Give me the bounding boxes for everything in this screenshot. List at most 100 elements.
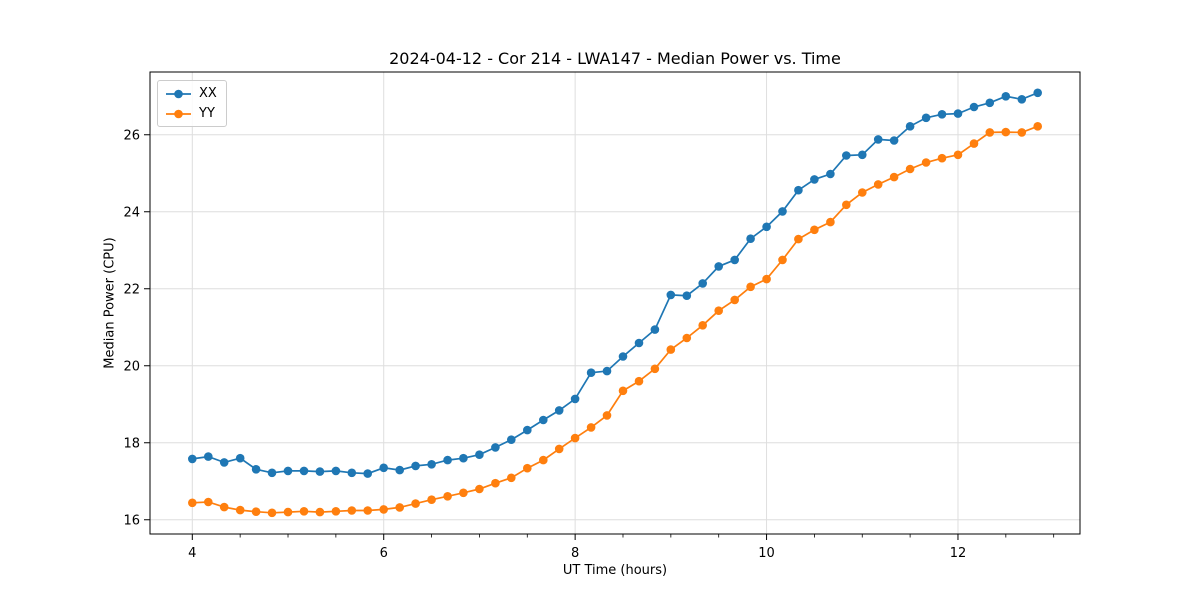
data-point-yy xyxy=(778,255,787,265)
data-point-xx xyxy=(188,454,197,464)
data-point-xx xyxy=(219,458,229,467)
data-point-yy xyxy=(570,433,580,443)
data-point-yy xyxy=(379,505,389,514)
data-point-yy xyxy=(411,499,420,508)
data-point-yy xyxy=(634,376,644,386)
data-point-yy xyxy=(235,505,245,515)
data-point-yy xyxy=(650,364,660,374)
data-point-xx xyxy=(379,463,389,473)
data-point-yy xyxy=(1017,128,1027,137)
data-point-yy xyxy=(921,158,931,167)
data-point-yy xyxy=(283,507,293,517)
data-point-xx xyxy=(810,175,819,184)
legend-entry-xx: XX xyxy=(165,85,217,102)
data-point-yy xyxy=(315,507,325,517)
data-point-xx xyxy=(889,136,899,145)
data-point-yy xyxy=(443,492,452,501)
data-point-xx xyxy=(299,466,309,476)
data-point-yy xyxy=(905,164,915,174)
y-tick-label: 16 xyxy=(123,513,140,528)
axes-spines xyxy=(149,71,1081,535)
data-point-yy xyxy=(714,306,723,316)
legend-label-yy: YY xyxy=(199,106,215,121)
data-point-xx xyxy=(618,352,628,361)
data-point-xx xyxy=(873,135,883,144)
y-tick-label: 18 xyxy=(123,436,140,451)
data-point-yy xyxy=(730,295,739,305)
data-point-yy xyxy=(188,498,197,508)
data-point-xx xyxy=(475,450,484,460)
data-point-xx xyxy=(459,453,468,463)
data-point-xx xyxy=(1017,95,1027,104)
data-point-xx xyxy=(363,469,373,478)
data-point-xx xyxy=(953,109,963,118)
data-point-yy xyxy=(363,506,373,515)
data-point-xx xyxy=(1033,88,1042,98)
data-point-yy xyxy=(347,506,357,515)
data-point-xx xyxy=(586,368,596,378)
data-point-yy xyxy=(267,508,277,518)
data-point-xx xyxy=(411,461,420,471)
data-point-yy xyxy=(523,463,532,473)
data-point-xx xyxy=(969,102,979,112)
data-point-yy xyxy=(858,188,867,197)
data-point-yy xyxy=(204,497,213,507)
legend-line-marker-icon xyxy=(166,89,191,98)
legend: XX YY xyxy=(157,80,227,127)
data-point-xx xyxy=(283,466,293,476)
data-point-xx xyxy=(921,113,931,123)
data-point-xx xyxy=(762,222,771,232)
data-point-yy xyxy=(810,225,819,235)
data-point-xx xyxy=(714,262,723,271)
data-point-yy xyxy=(427,495,436,505)
data-point-yy xyxy=(539,455,548,465)
data-point-xx xyxy=(778,207,787,216)
data-point-xx xyxy=(267,468,277,478)
data-point-xx xyxy=(698,279,707,288)
series-line-xx xyxy=(192,92,1039,475)
data-point-xx xyxy=(570,394,580,404)
data-point-xx xyxy=(794,185,803,195)
data-point-xx xyxy=(507,435,516,445)
x-tick-label: 4 xyxy=(188,546,196,561)
data-point-xx xyxy=(666,290,676,300)
data-point-xx xyxy=(523,425,532,435)
y-axis-label: Median Power (CPU) xyxy=(102,237,118,369)
x-tick-label: 10 xyxy=(758,546,775,561)
data-point-yy xyxy=(842,200,851,210)
data-point-yy xyxy=(507,473,516,483)
data-point-yy xyxy=(666,345,676,354)
data-point-xx xyxy=(554,406,564,415)
data-point-yy xyxy=(602,411,612,420)
data-point-xx xyxy=(539,415,548,425)
data-point-yy xyxy=(762,274,771,284)
data-point-yy xyxy=(682,333,692,343)
y-tick-label: 24 xyxy=(123,205,140,220)
data-point-xx xyxy=(395,465,405,475)
data-point-xx xyxy=(204,452,213,461)
data-point-xx xyxy=(682,291,692,301)
data-point-yy xyxy=(794,234,803,244)
data-point-yy xyxy=(331,507,341,516)
data-point-yy xyxy=(219,502,229,512)
data-point-xx xyxy=(905,122,915,131)
series-line-yy xyxy=(192,125,1039,514)
data-point-xx xyxy=(650,325,660,334)
data-point-yy xyxy=(698,321,707,330)
legend-line-marker-icon xyxy=(166,109,191,118)
data-point-xx xyxy=(730,255,739,265)
y-tick-label: 22 xyxy=(123,282,140,297)
data-point-yy xyxy=(1001,127,1011,137)
y-tick-label: 20 xyxy=(123,359,140,374)
data-point-xx xyxy=(602,366,612,376)
data-point-xx xyxy=(634,338,644,348)
data-point-xx xyxy=(427,460,436,469)
data-point-yy xyxy=(618,386,628,396)
data-point-yy xyxy=(251,507,261,516)
data-point-xx xyxy=(315,467,325,476)
x-tick-label: 6 xyxy=(380,546,388,561)
data-point-xx xyxy=(842,151,851,160)
data-point-yy xyxy=(937,153,947,163)
data-point-yy xyxy=(491,478,500,488)
